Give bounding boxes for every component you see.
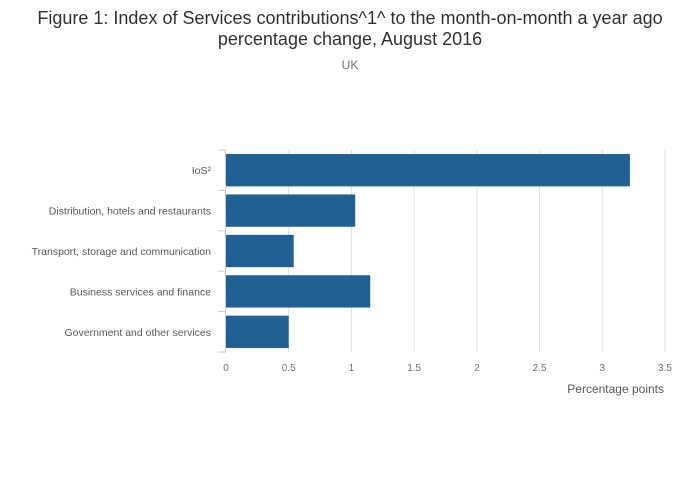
bar [226,194,356,227]
y-category-label: Business services and finance [70,286,211,298]
bar [226,315,289,348]
chart-title: Figure 1: Index of Services contribution… [37,8,663,49]
y-category-label: Transport, storage and communication [32,246,212,258]
x-tick-label: 0.5 [282,363,296,374]
bars [226,154,630,348]
x-tick-label: 2.5 [533,363,547,374]
bar [226,154,630,187]
y-category-label: Government and other services [65,327,212,339]
x-axis-title: Percentage points [567,382,664,396]
bar [226,275,371,308]
x-tick-label: 2 [474,363,480,374]
y-category-label: Distribution, hotels and restaurants [49,206,211,218]
x-tick-label: 1 [349,363,355,374]
x-tick-label: 0 [223,363,229,374]
bar [226,234,294,268]
axes: 0 0.5 1 1.5 2 2.5 3 3.5 IoS² Distribution, hotels… [32,149,672,374]
x-tick-label: 3 [600,363,606,374]
y-category-label: IoS² [192,165,212,177]
x-tick-label: 1.5 [407,363,421,374]
chart-subtitle: UK [341,58,359,72]
x-tick-label: 3.5 [658,363,672,374]
